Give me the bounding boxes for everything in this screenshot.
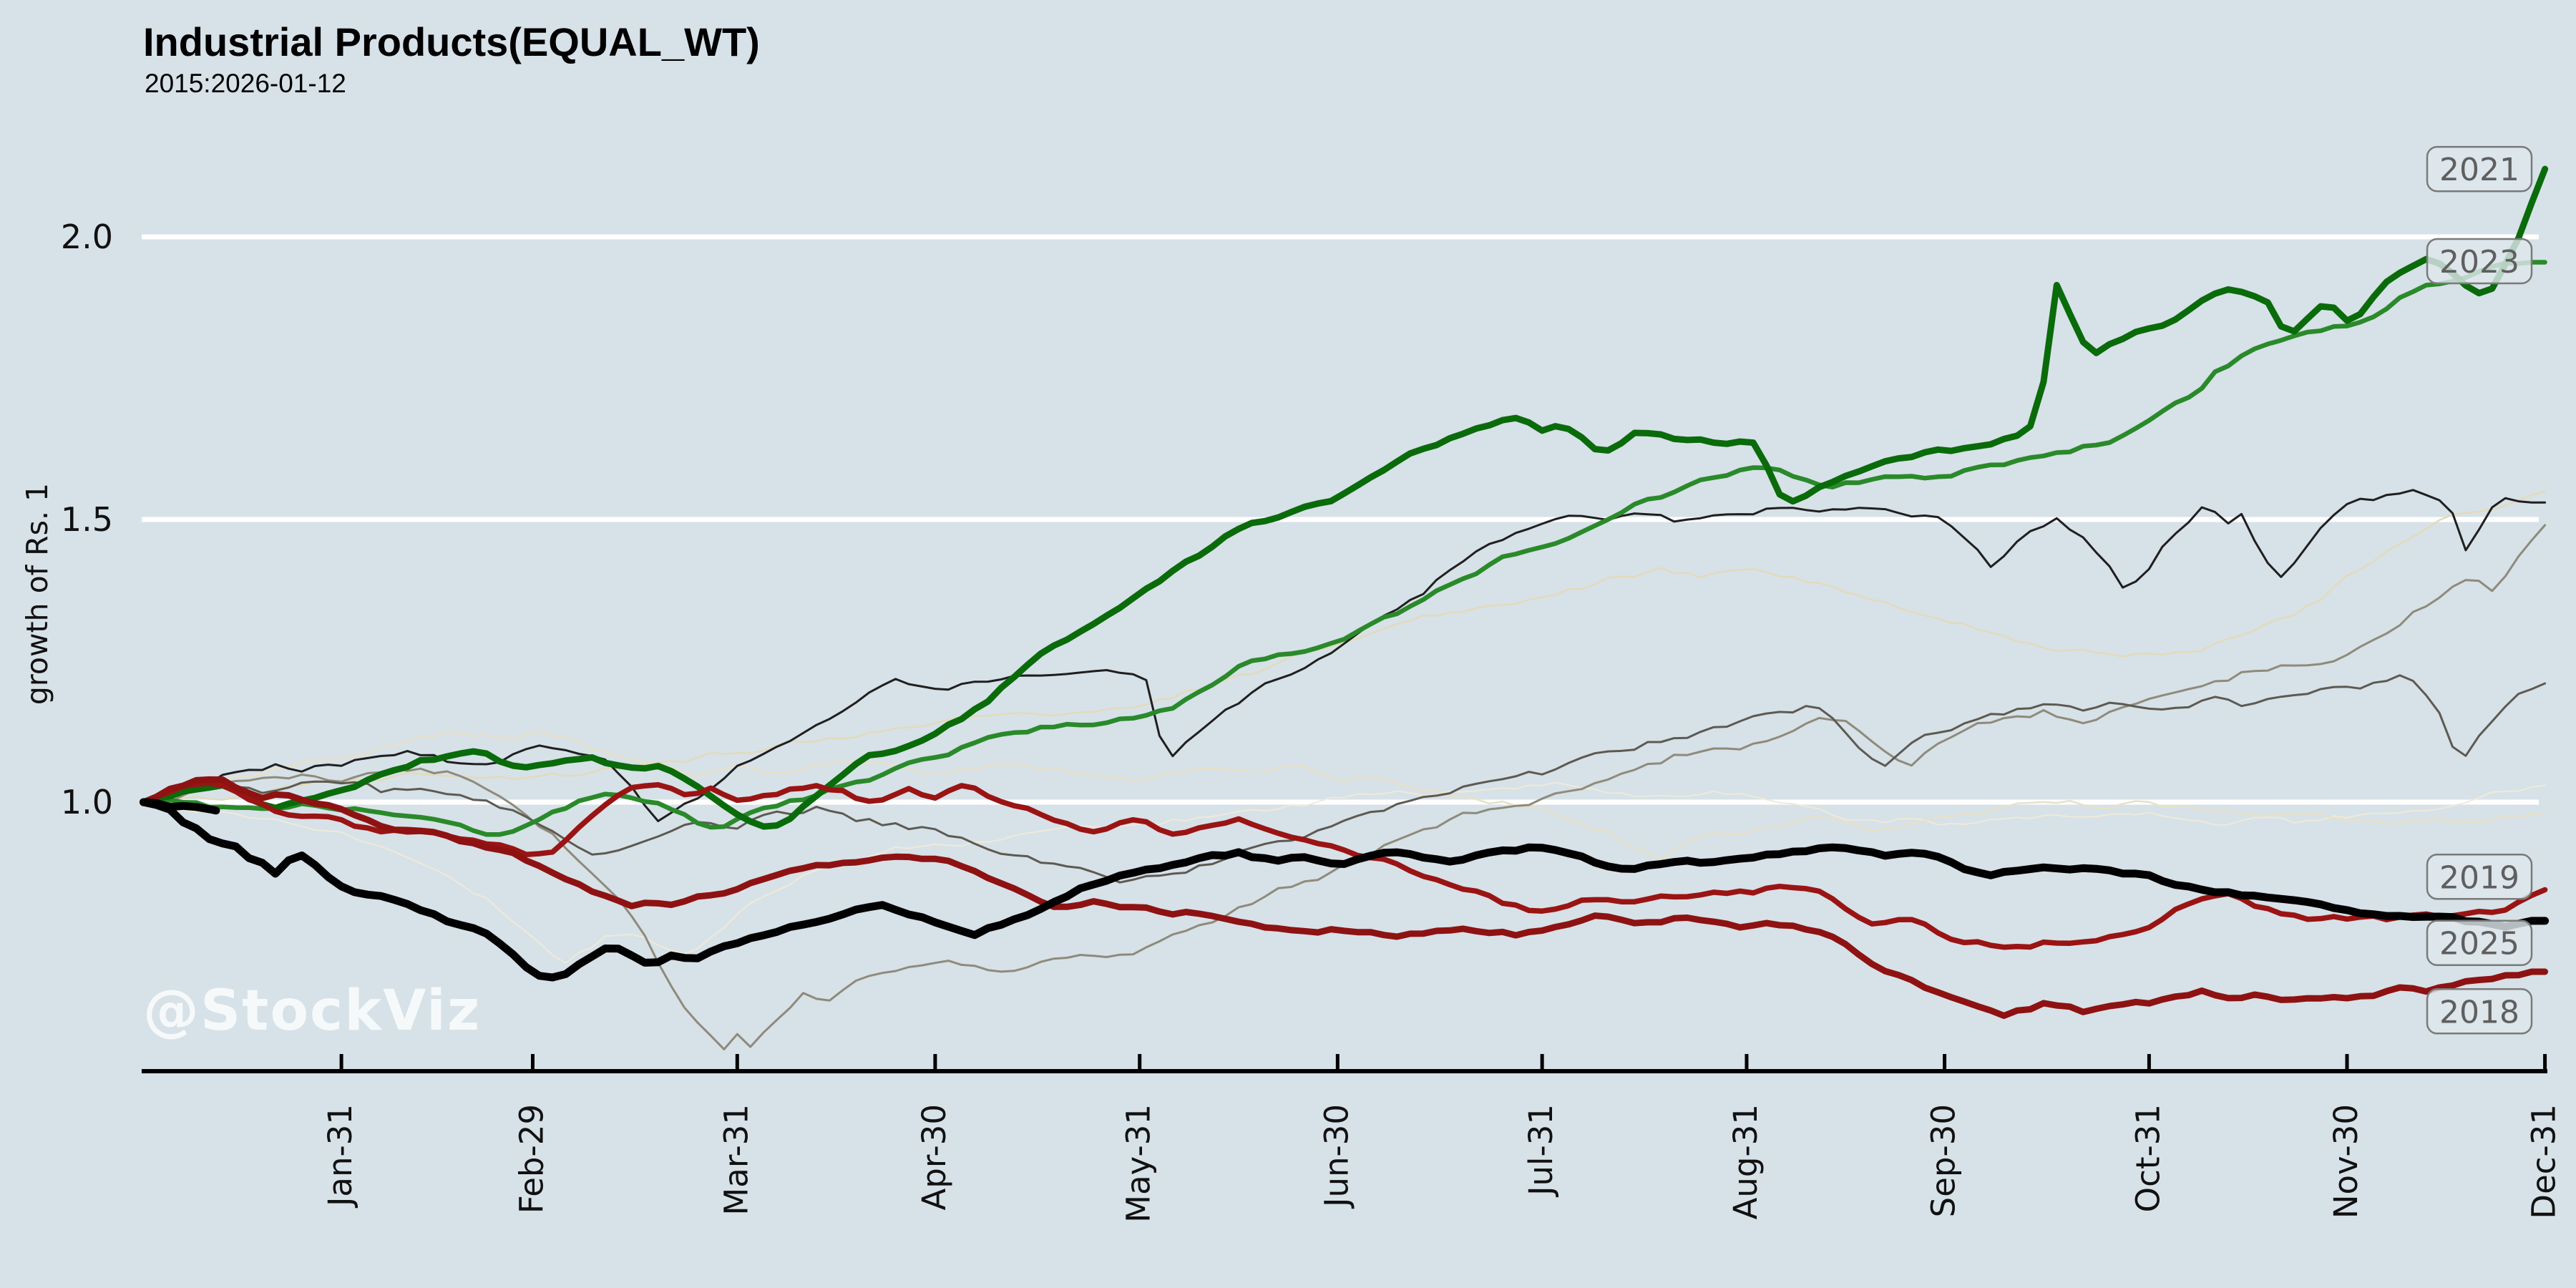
year-label-2023: 2023: [2439, 244, 2519, 280]
page-subtitle: 2015:2026-01-12: [145, 69, 346, 98]
series-2019-line: [140, 780, 2548, 950]
year-label-2025: 2025: [2439, 926, 2519, 962]
year-label-box-2018: [2426, 988, 2533, 1035]
series-2026-line: [140, 798, 220, 815]
x-axis-label-Apr-30: Apr-30: [915, 1104, 953, 1210]
x-axis-label-Jul-31: Jul-31: [1522, 1104, 1560, 1198]
page-title: Industrial Products(EQUAL_WT): [143, 19, 760, 64]
x-axis-label-Nov-30: Nov-30: [2327, 1104, 2365, 1219]
series-2016-line: [142, 781, 2546, 964]
y-axis-label-1.5: 1.5: [61, 500, 113, 539]
x-axis-label-Oct-31: Oct-31: [2129, 1104, 2167, 1212]
stockviz-watermark: @StockViz: [143, 979, 482, 1043]
x-axis-label-Aug-31: Aug-31: [1727, 1104, 1765, 1219]
x-axis-label-May-31: May-31: [1120, 1104, 1158, 1223]
year-label-box-2019: [2426, 854, 2533, 900]
x-axis-label-Jun-30: Jun-30: [1317, 1104, 1355, 1209]
series-2021-line: [140, 165, 2549, 830]
series-2024-line: [142, 489, 2547, 822]
series-2018-line: [140, 776, 2549, 1019]
y-axis-label-1.0: 1.0: [61, 783, 113, 821]
year-label-2019: 2019: [2439, 859, 2519, 896]
x-axis-label-Sep-30: Sep-30: [1925, 1104, 1963, 1217]
year-label-2018: 2018: [2439, 994, 2519, 1030]
year-label-box-2025: [2426, 919, 2533, 966]
x-axis-label-Jan-31: Jan-31: [321, 1104, 359, 1209]
year-label-box-2021: [2426, 145, 2533, 192]
series-2017-line: [142, 490, 2546, 804]
year-label-2021: 2021: [2439, 152, 2519, 188]
y-axis-label-2.0: 2.0: [61, 218, 113, 256]
x-axis-label-Mar-31: Mar-31: [717, 1104, 755, 1216]
x-axis-label-Feb-29: Feb-29: [512, 1104, 550, 1214]
year-label-box-2023: [2426, 238, 2533, 285]
y-axis-title: growth of Rs. 1: [20, 483, 54, 705]
series-2015-line: [142, 730, 2546, 862]
series-2025-line: [140, 798, 2550, 982]
series-2022-line: [142, 674, 2547, 884]
x-axis-label-Dec-31: Dec-31: [2525, 1104, 2563, 1219]
series-2023-line: [141, 260, 2547, 837]
